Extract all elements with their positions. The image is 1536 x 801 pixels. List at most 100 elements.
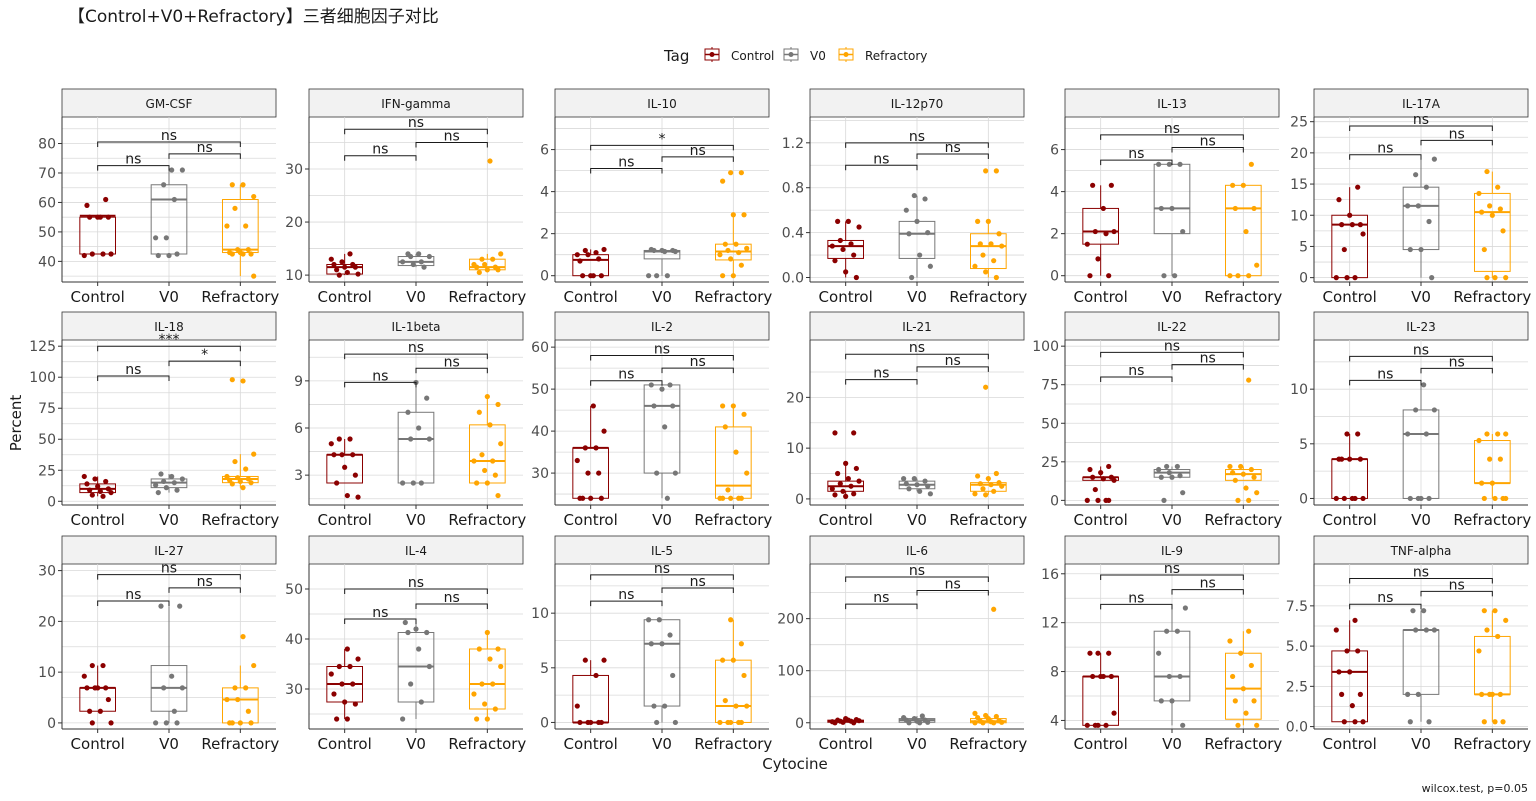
y-tick-label: 30 bbox=[285, 682, 303, 698]
box-iqr bbox=[1474, 440, 1511, 484]
data-point bbox=[227, 720, 233, 726]
data-point bbox=[158, 471, 164, 477]
significance-label: *** bbox=[159, 332, 180, 348]
facet-title: IL-4 bbox=[405, 544, 427, 558]
data-point bbox=[1111, 228, 1117, 235]
data-point bbox=[722, 241, 728, 247]
facet-title: IL-13 bbox=[1157, 97, 1187, 111]
data-point bbox=[670, 403, 676, 409]
data-point bbox=[1243, 228, 1249, 235]
significance-label: ns bbox=[1377, 590, 1393, 606]
x-tick-label: V0 bbox=[159, 288, 179, 306]
x-tick-label: Refractory bbox=[448, 735, 526, 753]
data-point bbox=[84, 685, 90, 691]
data-point bbox=[161, 478, 167, 485]
facet-strip bbox=[809, 535, 1025, 565]
data-point bbox=[728, 256, 734, 262]
legend-key-refractory bbox=[838, 47, 854, 62]
data-point bbox=[331, 261, 337, 268]
data-point bbox=[355, 494, 361, 500]
data-point bbox=[985, 476, 991, 482]
data-point bbox=[1431, 407, 1437, 413]
x-tick-label: Control bbox=[1323, 288, 1377, 306]
data-point bbox=[725, 719, 731, 726]
box-iqr bbox=[1474, 635, 1511, 695]
facet-strip bbox=[554, 88, 770, 118]
data-point bbox=[1158, 698, 1164, 704]
facet-title: IL-1beta bbox=[391, 320, 440, 334]
x-tick-label: Control bbox=[318, 735, 372, 753]
significance-bracket bbox=[845, 142, 989, 148]
data-point bbox=[1180, 490, 1186, 496]
legend-label-control: Control bbox=[731, 49, 774, 63]
data-point bbox=[1431, 627, 1437, 633]
data-point bbox=[1418, 246, 1424, 253]
significance-bracket bbox=[1349, 577, 1493, 584]
significance-bracket bbox=[1100, 134, 1244, 140]
data-point bbox=[983, 168, 989, 174]
data-point bbox=[1333, 627, 1339, 633]
data-point bbox=[835, 717, 841, 723]
data-point bbox=[1246, 628, 1252, 634]
data-point bbox=[977, 718, 983, 724]
data-point bbox=[490, 256, 496, 262]
data-point bbox=[667, 632, 673, 638]
data-point bbox=[240, 182, 246, 188]
data-point bbox=[153, 482, 159, 488]
significance-label: ns bbox=[945, 353, 961, 369]
x-tick-label: Control bbox=[564, 511, 618, 529]
data-point bbox=[648, 382, 654, 388]
data-point bbox=[339, 681, 345, 687]
data-point bbox=[843, 460, 849, 466]
facet-strip bbox=[61, 535, 277, 565]
data-point bbox=[1405, 691, 1411, 697]
data-point bbox=[1164, 463, 1170, 470]
data-point bbox=[1238, 650, 1244, 656]
data-point bbox=[672, 719, 678, 726]
data-point bbox=[1251, 698, 1257, 704]
data-point bbox=[1431, 156, 1437, 162]
data-point bbox=[224, 473, 230, 480]
data-point bbox=[1098, 470, 1104, 476]
data-point bbox=[585, 470, 591, 476]
x-tick-label: V0 bbox=[406, 288, 426, 306]
data-point bbox=[1333, 275, 1339, 281]
data-point bbox=[651, 703, 657, 709]
box-iqr bbox=[79, 216, 117, 255]
data-point bbox=[1230, 673, 1236, 680]
facet-panel: IL-6 0 100 200 Control V0 Refractory ns ns ns bbox=[777, 535, 1027, 753]
data-point bbox=[1479, 209, 1485, 215]
data-point bbox=[670, 672, 676, 679]
data-point bbox=[245, 708, 251, 714]
y-tick-label: 100 bbox=[1032, 339, 1059, 355]
x-tick-label: Control bbox=[819, 288, 873, 306]
data-point bbox=[1357, 691, 1363, 697]
data-point bbox=[722, 697, 728, 704]
data-point bbox=[917, 252, 923, 258]
x-tick-label: Control bbox=[564, 735, 618, 753]
data-point bbox=[248, 480, 254, 486]
data-point bbox=[588, 273, 594, 279]
y-tick-label: 0 bbox=[540, 269, 549, 285]
box-iqr bbox=[222, 687, 259, 724]
data-point bbox=[848, 483, 854, 489]
caption: wilcox.test, p=0.05 bbox=[1422, 782, 1528, 795]
facet-title: IL-10 bbox=[647, 97, 677, 111]
x-tick-label: Control bbox=[318, 511, 372, 529]
y-tick-label: 5 bbox=[1299, 239, 1308, 255]
data-point bbox=[237, 720, 243, 726]
data-point bbox=[983, 269, 989, 275]
data-point bbox=[853, 717, 859, 723]
significance-label: ns bbox=[1449, 577, 1465, 593]
x-tick-label: V0 bbox=[406, 511, 426, 529]
data-point bbox=[1484, 627, 1490, 633]
data-point bbox=[1169, 474, 1175, 480]
data-point bbox=[922, 478, 928, 484]
x-tick-label: Refractory bbox=[201, 511, 279, 529]
data-point bbox=[405, 629, 411, 636]
data-point bbox=[1492, 495, 1498, 502]
box-iqr bbox=[1082, 675, 1120, 726]
legend-label-refractory: Refractory bbox=[865, 49, 927, 63]
data-point bbox=[1108, 673, 1114, 680]
y-tick-label: 5 bbox=[1299, 437, 1308, 453]
